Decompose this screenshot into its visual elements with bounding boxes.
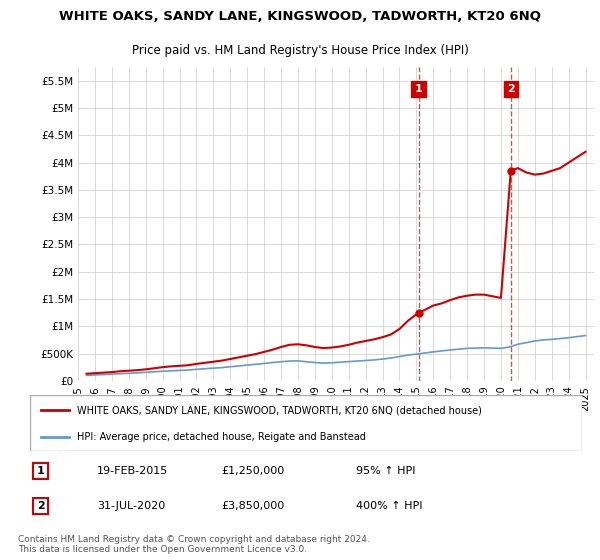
Text: 95% ↑ HPI: 95% ↑ HPI	[356, 466, 416, 476]
Text: 400% ↑ HPI: 400% ↑ HPI	[356, 501, 423, 511]
Text: 2: 2	[37, 501, 44, 511]
Text: WHITE OAKS, SANDY LANE, KINGSWOOD, TADWORTH, KT20 6NQ (detached house): WHITE OAKS, SANDY LANE, KINGSWOOD, TADWO…	[77, 405, 482, 416]
Text: Contains HM Land Registry data © Crown copyright and database right 2024.
This d: Contains HM Land Registry data © Crown c…	[18, 534, 370, 554]
Text: 1: 1	[415, 84, 422, 94]
Text: 2: 2	[507, 84, 515, 94]
Text: 19-FEB-2015: 19-FEB-2015	[97, 466, 168, 476]
Text: Price paid vs. HM Land Registry's House Price Index (HPI): Price paid vs. HM Land Registry's House …	[131, 44, 469, 57]
Text: HPI: Average price, detached house, Reigate and Banstead: HPI: Average price, detached house, Reig…	[77, 432, 366, 442]
Text: WHITE OAKS, SANDY LANE, KINGSWOOD, TADWORTH, KT20 6NQ: WHITE OAKS, SANDY LANE, KINGSWOOD, TADWO…	[59, 10, 541, 24]
FancyBboxPatch shape	[30, 395, 582, 451]
Text: £3,850,000: £3,850,000	[221, 501, 284, 511]
Text: 1: 1	[37, 466, 44, 476]
Text: £1,250,000: £1,250,000	[221, 466, 284, 476]
Text: 31-JUL-2020: 31-JUL-2020	[97, 501, 165, 511]
